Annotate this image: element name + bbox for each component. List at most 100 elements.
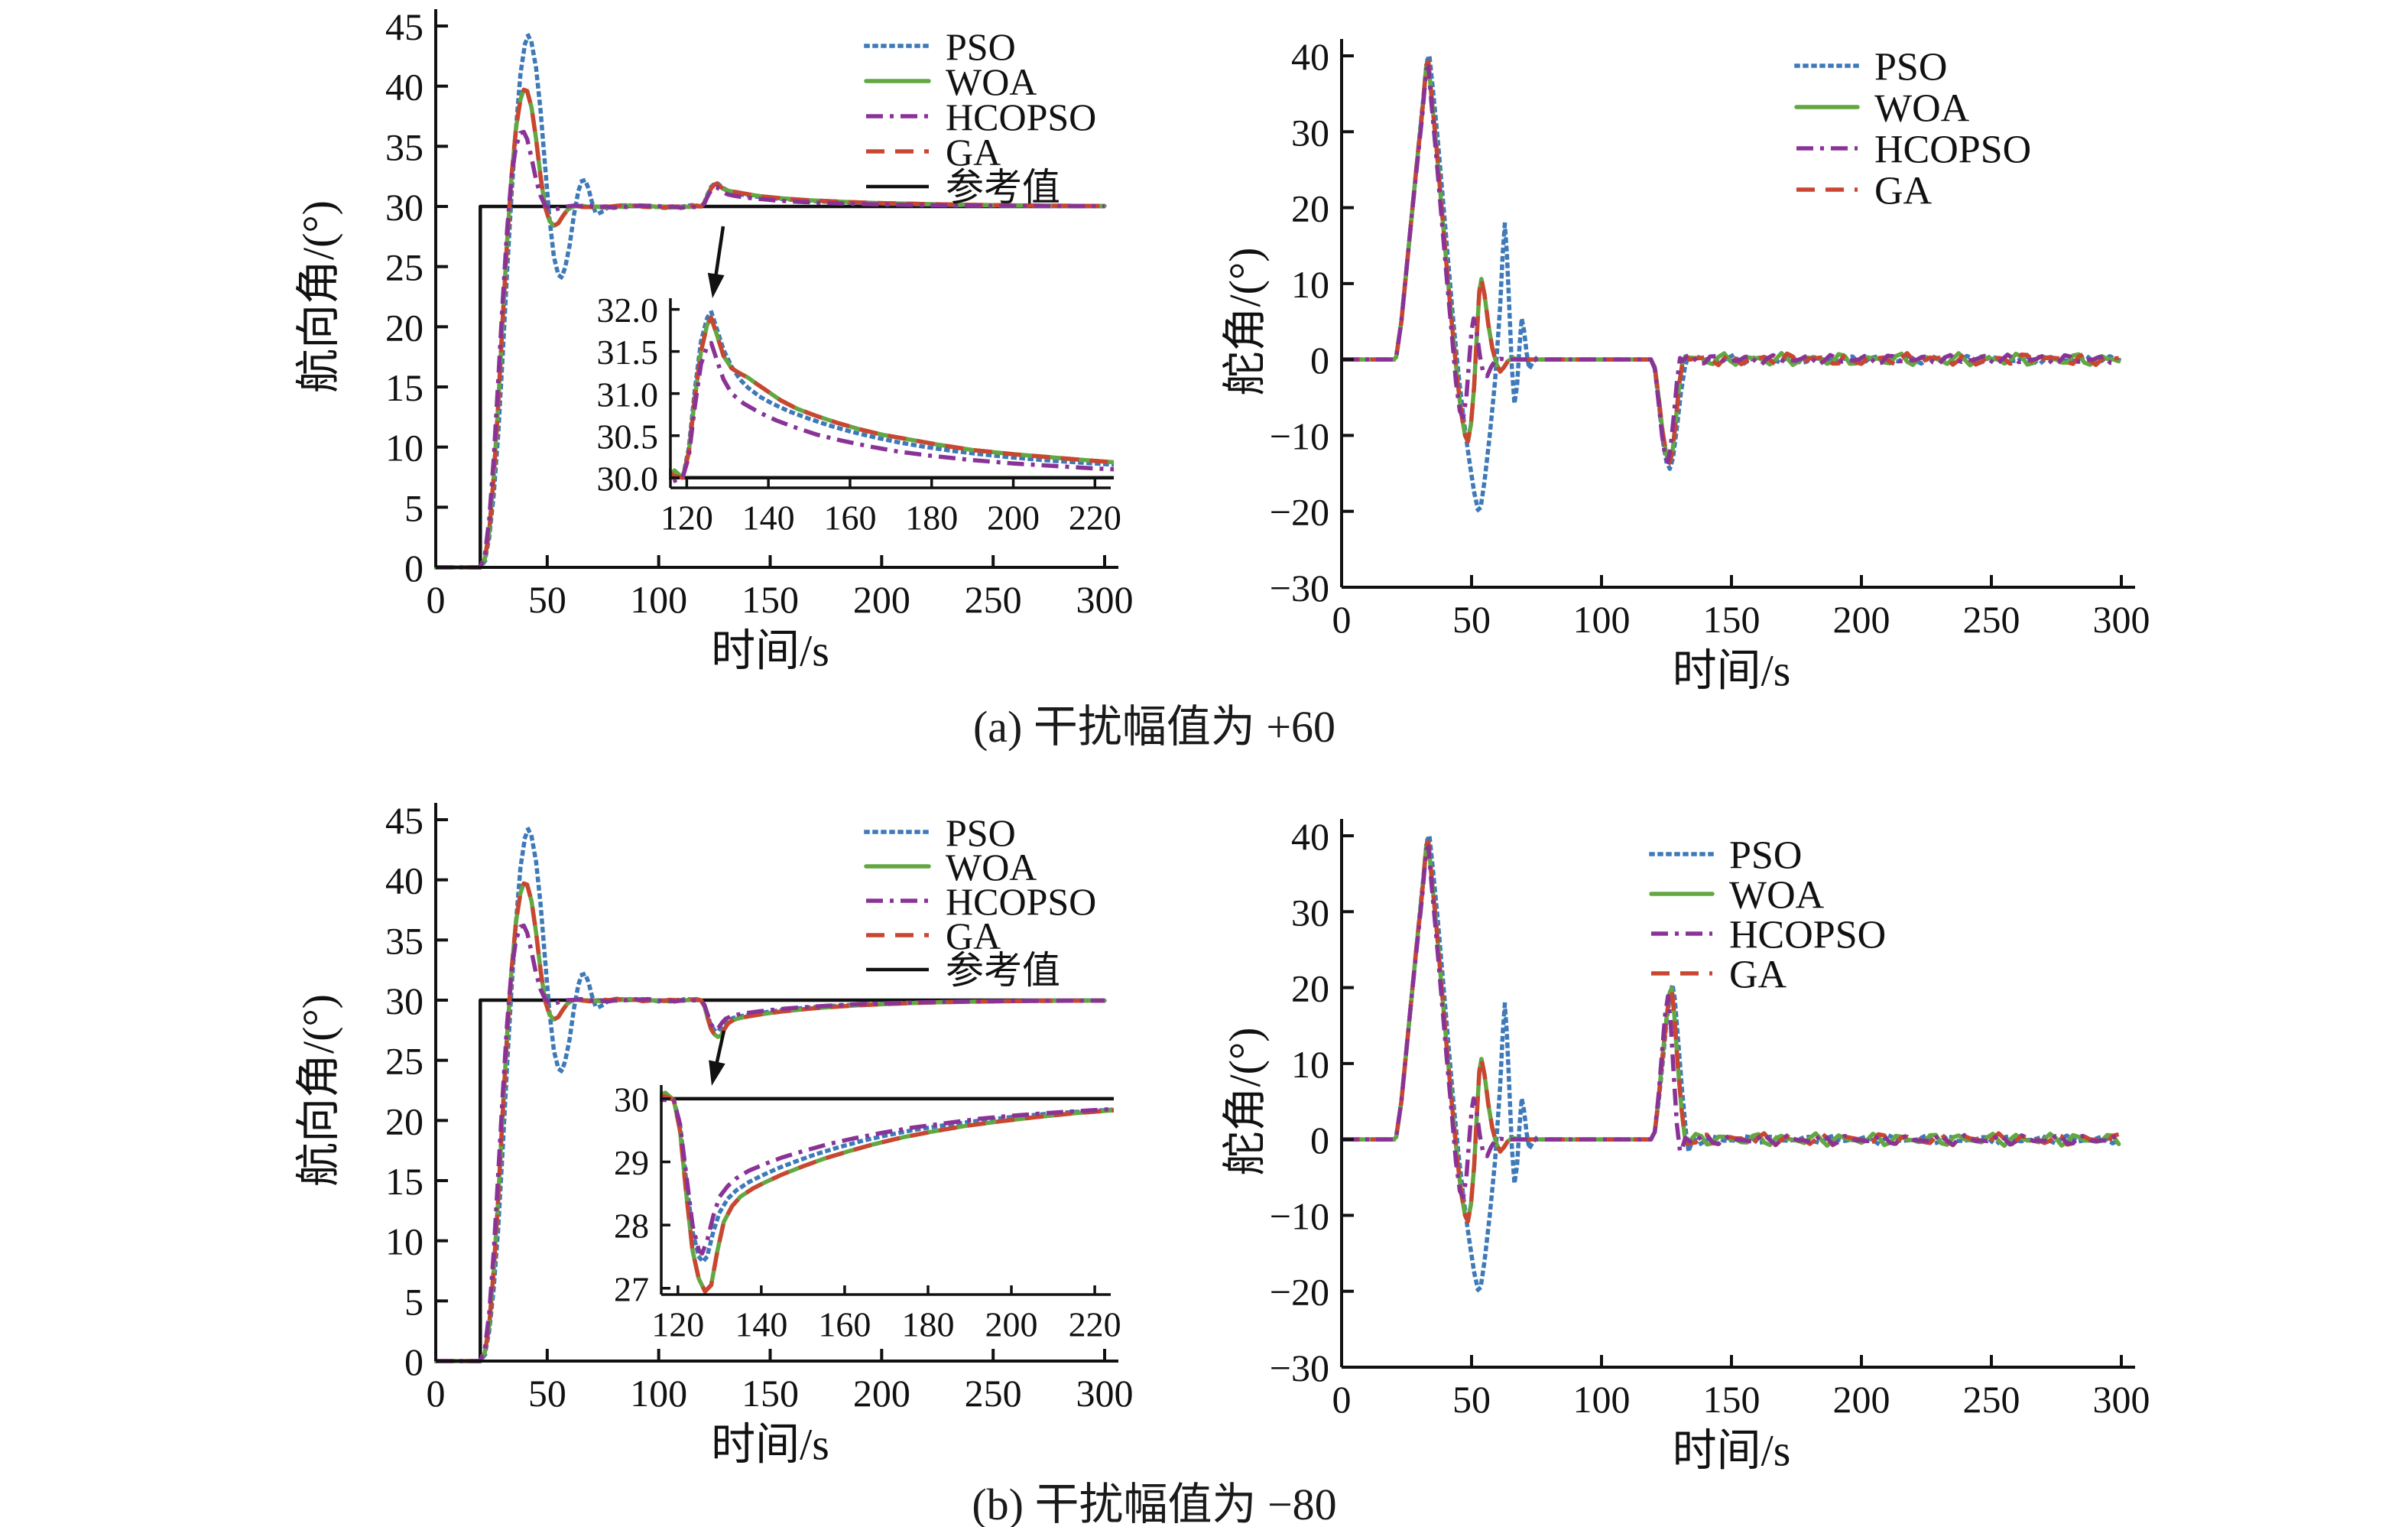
x-tick-label: 300	[2093, 1378, 2150, 1421]
y-tick-label: 35	[385, 919, 424, 962]
legend-label-woa: WOA	[946, 60, 1037, 103]
legend-label-ga: GA	[1729, 954, 1787, 997]
y-tick-label: 0	[1310, 339, 1329, 382]
caption-b: (b) 干扰幅值为 −80	[972, 1480, 1337, 1527]
y-tick-label: −30	[1270, 1347, 1329, 1389]
y-tick-label: 27	[614, 1269, 649, 1308]
series-pso-line	[669, 310, 1114, 480]
y-tick-label: 25	[385, 1040, 424, 1083]
y-tick-label: 30	[385, 980, 424, 1022]
y-axis-label: 航向角/(°)	[294, 200, 343, 393]
legend-item-ga: GA	[866, 915, 1001, 957]
x-tick-label: 50	[528, 578, 566, 621]
series-woa-line	[1340, 60, 2121, 465]
legend-label-ga: GA	[946, 915, 1001, 957]
y-tick-label: 45	[385, 5, 424, 48]
series-hcopso-line	[660, 1097, 1114, 1256]
y-tick-label: −10	[1270, 1194, 1329, 1237]
y-tick-label: 30	[1291, 891, 1329, 934]
series-layer	[1340, 833, 2121, 1292]
x-tick-label: 50	[1452, 598, 1491, 641]
x-tick-label: 140	[735, 1304, 787, 1343]
legend-label-ref: 参考值	[946, 949, 1060, 992]
legend-label-pso: PSO	[946, 25, 1016, 68]
x-tick-label: 100	[1573, 1378, 1631, 1421]
y-tick-label: 40	[385, 66, 424, 109]
legend-item-hcopso: HCOPSO	[1796, 128, 2031, 172]
series-ga-line	[660, 1093, 1114, 1294]
x-tick-label: 180	[905, 498, 958, 537]
x-tick-label: 220	[1069, 498, 1121, 537]
x-tick-label: 100	[630, 1372, 687, 1415]
legend-label-pso: PSO	[1874, 46, 1947, 89]
y-tick-label: 0	[404, 547, 424, 590]
series-woa-line	[669, 315, 1114, 480]
series-layer	[434, 33, 1107, 570]
y-tick-label: 30	[385, 186, 424, 229]
x-tick-label: 250	[965, 578, 1022, 621]
y-tick-label: 40	[1291, 35, 1329, 78]
y-tick-label: 20	[385, 1100, 424, 1142]
x-axis-label: 时间/s	[1673, 646, 1791, 696]
inset-arrow-head	[709, 1060, 725, 1086]
series-hcopso-line	[436, 923, 1105, 1363]
legend-item-pso: PSO	[864, 25, 1016, 68]
x-tick-label: 100	[630, 578, 687, 621]
x-tick-label: 50	[528, 1372, 566, 1415]
x-axis-label: 时间/s	[711, 1420, 829, 1470]
y-tick-label: 30.0	[597, 459, 659, 498]
series-ga-line	[669, 315, 1114, 480]
series-ga-line	[436, 87, 1105, 570]
y-tick-label: 30	[614, 1080, 649, 1119]
series-hcopso-line	[1342, 844, 2120, 1200]
legend-item-pso: PSO	[864, 811, 1016, 854]
series-ref-line	[669, 476, 1114, 480]
y-tick-label: 15	[385, 366, 424, 409]
legend-item-hcopso: HCOPSO	[1651, 914, 1886, 957]
series-ga-line	[1342, 60, 2119, 465]
legend-label-pso: PSO	[946, 811, 1016, 854]
x-tick-label: 200	[987, 498, 1040, 537]
legend-label-hcopso: HCOPSO	[1874, 128, 2031, 172]
x-tick-label: 160	[818, 1304, 871, 1343]
series-layer	[660, 1090, 1114, 1294]
x-tick-label: 250	[1963, 1378, 2020, 1421]
x-tick-label: 150	[742, 578, 799, 621]
y-tick-label: 10	[385, 427, 424, 469]
x-tick-label: 300	[1076, 578, 1134, 621]
y-tick-label: 30.5	[597, 417, 659, 456]
legend-item-pso: PSO	[1649, 834, 1802, 878]
x-tick-label: 200	[1833, 1378, 1890, 1421]
x-tick-label: 250	[965, 1372, 1022, 1415]
legend-label-woa: WOA	[1874, 87, 1970, 131]
y-axis-label: 舵角/(°)	[1220, 248, 1270, 396]
x-tick-label: 140	[742, 498, 795, 537]
legend-item-pso: PSO	[1794, 46, 1947, 89]
series-layer	[1340, 54, 2124, 512]
y-tick-label: 0	[404, 1340, 424, 1383]
x-tick-label: 200	[853, 578, 910, 621]
y-tick-label: 28	[614, 1207, 649, 1246]
y-tick-label: 29	[614, 1143, 649, 1182]
x-tick-label: 200	[1833, 598, 1890, 641]
series-woa-line	[434, 87, 1107, 570]
x-tick-label: 220	[1069, 1304, 1121, 1343]
y-tick-label: −20	[1270, 1271, 1329, 1314]
x-tick-label: 150	[1703, 598, 1761, 641]
y-tick-label: 32.0	[597, 291, 659, 330]
legend-item-woa: WOA	[864, 60, 1037, 103]
x-tick-label: 300	[2093, 598, 2150, 641]
legend-label-ga: GA	[1874, 170, 1933, 213]
y-tick-label: 15	[385, 1160, 424, 1203]
x-tick-label: 150	[742, 1372, 799, 1415]
chart-heading-a-inset: 120 140 160 180 200 220 30.030.531.031.532.0	[597, 291, 1121, 537]
y-tick-label: 40	[1291, 815, 1329, 858]
x-tick-label: 0	[1332, 598, 1352, 641]
x-tick-label: 100	[1573, 598, 1631, 641]
x-tick-label: 50	[1452, 1378, 1491, 1421]
y-tick-label: 5	[404, 486, 424, 529]
legend-label-pso: PSO	[1729, 834, 1802, 878]
